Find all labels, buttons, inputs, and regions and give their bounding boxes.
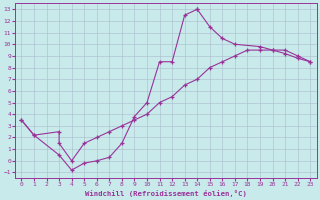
X-axis label: Windchill (Refroidissement éolien,°C): Windchill (Refroidissement éolien,°C) [85,190,247,197]
